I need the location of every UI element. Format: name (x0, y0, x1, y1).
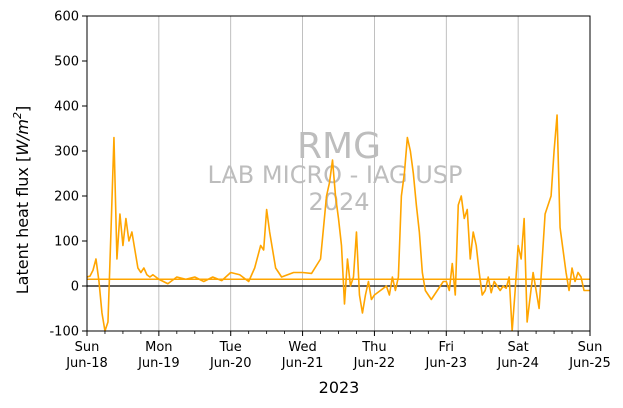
y-tick-label: 300 (54, 145, 79, 160)
x-tick-date: Jun-24 (496, 356, 539, 371)
x-tick-date: Jun-21 (281, 356, 324, 371)
x-tick-day: Tue (219, 340, 242, 355)
y-axis-title: Latent heat flux [W/m2] (11, 106, 32, 295)
x-tick-date: Jun-22 (353, 356, 396, 371)
watermark-line1: RMG (297, 126, 381, 167)
x-tick-day: Wed (288, 340, 316, 355)
y-axis: -100 0 100 200 300 400 500 600 (49, 10, 87, 340)
y-tick-label: -100 (49, 325, 79, 340)
x-tick-date: Jun-20 (209, 356, 252, 371)
y-tick-label: 600 (54, 10, 79, 25)
x-tick-day: Mon (145, 340, 172, 355)
x-tick-day: Sun (75, 340, 100, 355)
y-tick-label: 100 (54, 235, 79, 250)
watermark-line3: 2024 (308, 188, 369, 216)
x-tick-day: Thu (361, 340, 386, 355)
x-tick-date: Jun-18 (65, 356, 108, 371)
y-tick-label: 500 (54, 55, 79, 70)
x-tick-date: Jun-25 (568, 356, 611, 371)
x-axis: SunJun-18MonJun-19TueJun-20WedJun-21ThuJ… (65, 331, 611, 371)
x-tick-day: Sun (578, 340, 603, 355)
watermark: RMG LAB MICRO - IAG USP 2024 (207, 126, 462, 216)
y-tick-label: 0 (71, 280, 79, 295)
y-axis-title-sup: 2 (11, 112, 24, 119)
y-axis-title-unit: W/m (13, 119, 32, 156)
y-axis-title-main: Latent heat flux [ (13, 156, 32, 295)
y-tick-label: 400 (54, 100, 79, 115)
x-tick-day: Fri (439, 340, 455, 355)
x-tick-day: Sat (507, 340, 528, 355)
y-tick-label: 200 (54, 190, 79, 205)
series-line (87, 114, 590, 331)
y-axis-title-end: ] (13, 106, 32, 112)
series-layer (87, 114, 590, 331)
x-tick-date: Jun-23 (425, 356, 468, 371)
x-tick-date: Jun-19 (137, 356, 180, 371)
x-axis-title: 2023 (319, 378, 360, 397)
